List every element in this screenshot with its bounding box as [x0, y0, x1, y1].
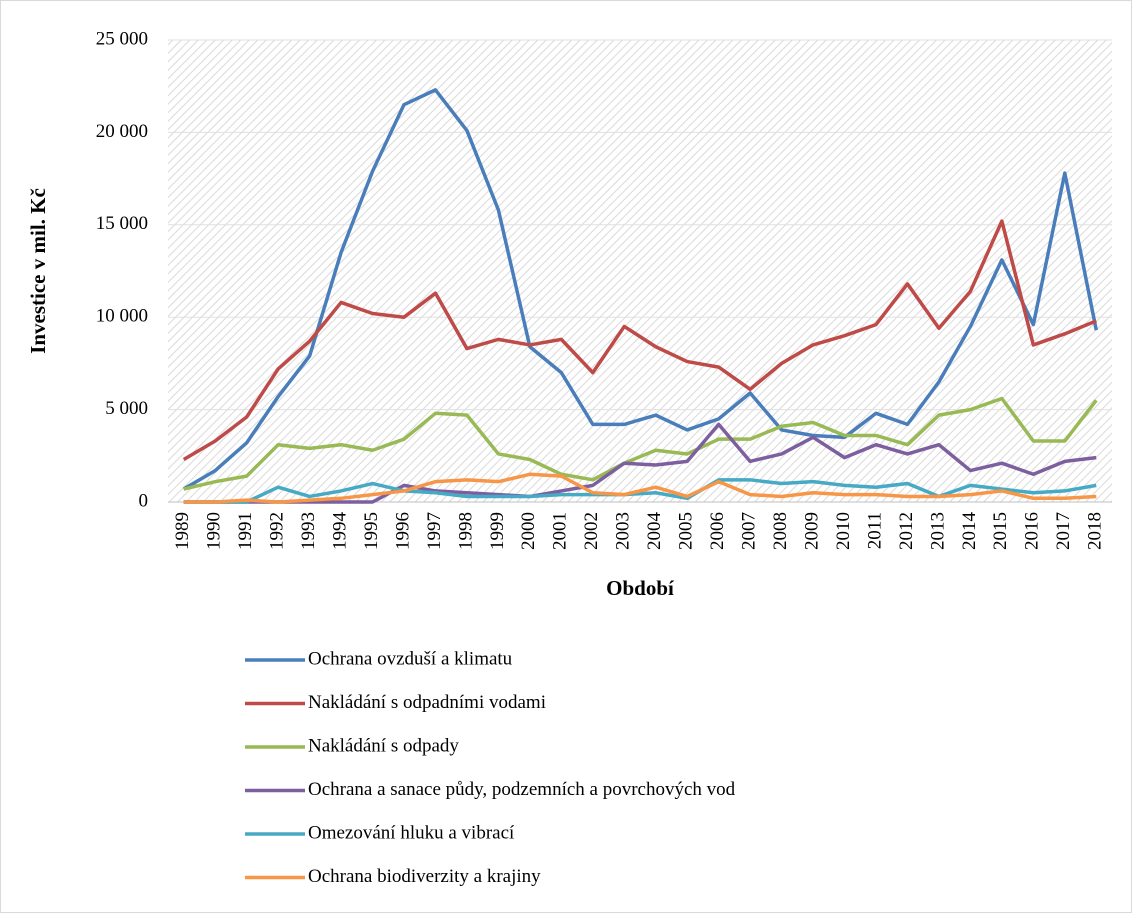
series-line: [182, 219, 1097, 462]
plot-area: [168, 40, 1112, 502]
series-line: [183, 396, 1098, 491]
x-tick-label: 2000: [518, 512, 539, 550]
y-axis-title: Investice v mil. Kč: [26, 188, 50, 354]
x-tick-label: 2015: [990, 512, 1011, 550]
x-tick-label: 2013: [927, 512, 948, 550]
series-line: [183, 472, 1097, 504]
x-tick-label: 1996: [392, 512, 413, 550]
x-tick-label: 2017: [1053, 512, 1074, 550]
legend-label: Nakládání s odpady: [308, 735, 459, 756]
x-tick-label: 1993: [298, 512, 319, 550]
y-tick-label: 20 000: [96, 121, 148, 142]
x-tick-label: 2002: [581, 512, 602, 550]
x-tick-label: 2005: [676, 512, 697, 550]
x-tick-label: 1999: [487, 512, 508, 550]
legend-label: Omezování hluku a vibrací: [308, 822, 515, 843]
series-line: [183, 422, 1097, 504]
legend-label: Ochrana biodiverzity a krajiny: [308, 866, 541, 887]
y-tick-label: 5 000: [105, 398, 148, 419]
x-tick-label: 1992: [266, 512, 287, 550]
x-axis-title: Období: [606, 576, 675, 600]
x-tick-label: 2004: [644, 512, 665, 551]
x-tick-label: 2006: [707, 512, 728, 550]
x-tick-label: 2011: [864, 512, 885, 549]
x-tick-label: 1991: [235, 512, 256, 550]
legend-label: Ochrana a sanace půdy, podzemních a povr…: [308, 779, 736, 800]
series-line: [182, 88, 1098, 491]
x-tick-label: 2001: [550, 512, 571, 550]
x-tick-label: 1994: [329, 512, 350, 551]
x-tick-label: 2016: [1022, 512, 1043, 550]
x-tick-label: 2007: [738, 512, 759, 550]
x-tick-label: 1995: [361, 512, 382, 550]
legend-label: Ochrana ovzduší a klimatu: [308, 648, 513, 669]
legend-label: Nakládání s odpadními vodami: [308, 692, 546, 713]
x-tick-label: 2012: [896, 512, 917, 550]
x-tick-label: 2018: [1085, 512, 1106, 550]
y-tick-label: 0: [139, 490, 149, 511]
x-tick-label: 1989: [172, 512, 193, 550]
y-tick-label: 10 000: [96, 306, 148, 327]
x-tick-label: 2010: [833, 512, 854, 550]
x-tick-label: 2009: [801, 512, 822, 550]
x-tick-label: 1998: [455, 512, 476, 550]
x-tick-label: 2014: [959, 512, 980, 551]
y-tick-label: 25 000: [96, 28, 148, 49]
y-tick-label: 15 000: [96, 213, 148, 234]
x-tick-label: 1997: [424, 512, 445, 550]
x-tick-label: 1990: [204, 512, 225, 550]
x-tick-label: 2003: [613, 512, 634, 550]
x-tick-label: 2008: [770, 512, 791, 550]
